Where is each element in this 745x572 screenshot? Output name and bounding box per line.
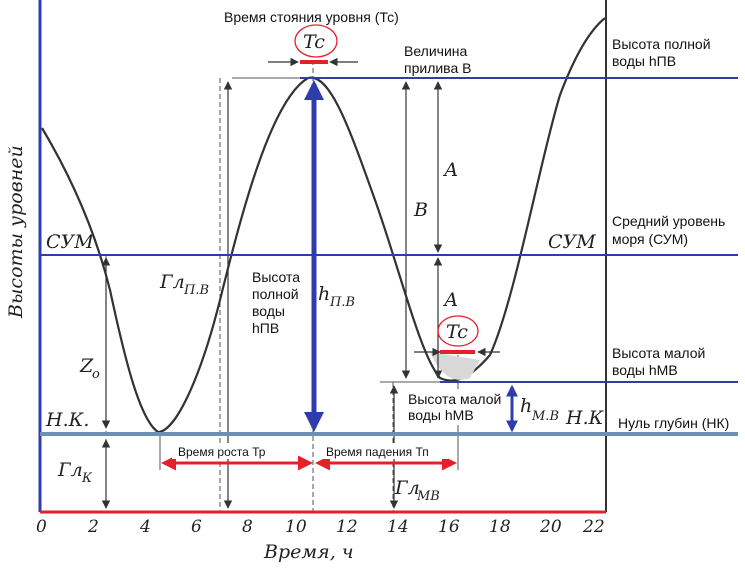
svg-text:МВ: МВ [416, 489, 440, 504]
x-tick-2: 2 [87, 517, 99, 537]
zero-depth-label: Нуль глубин (НК) [618, 415, 729, 431]
mean-level-label1: Средний уровень [612, 213, 725, 229]
x-tick-18: 18 [489, 517, 511, 537]
h-mv-label: h М.В [520, 395, 559, 424]
fall-bg [322, 443, 448, 459]
inner-low-2: воды hМВ [408, 407, 474, 423]
svg-text:h: h [520, 395, 532, 417]
fall-time-label: Время падения Тп [326, 445, 429, 459]
full-water-label1: Высота полной [612, 36, 711, 52]
zo-label: Z о [79, 355, 100, 382]
tc-circle-bottom [437, 315, 479, 347]
low-water-label1: Высота малой [612, 345, 705, 361]
tc-circle-top [294, 24, 338, 58]
tc-symbol-bottom: Tc [446, 321, 468, 343]
b-value-line1: Величина [404, 43, 467, 59]
full-water-label2: воды hПВ [612, 53, 676, 69]
svg-text:П.В: П.В [329, 295, 355, 310]
sum-right: СУМ [548, 231, 596, 253]
x-tick-10: 10 [285, 517, 307, 537]
x-tick-20: 20 [539, 517, 562, 537]
x-tick-22: 22 [582, 517, 605, 537]
inner-full-2: полной [252, 286, 299, 302]
svg-text:h: h [318, 283, 330, 305]
inner-full-4: hПВ [252, 320, 279, 336]
svg-text:П.В: П.В [183, 283, 209, 298]
inner-low-1: Высота малой [408, 391, 501, 407]
inner-full-bg [250, 266, 306, 340]
low-water-label2: воды hМВ [612, 362, 678, 378]
x-ticks: 0 2 4 6 8 10 12 14 16 18 20 22 [36, 517, 605, 537]
x-tick-4: 4 [139, 517, 151, 537]
x-tick-8: 8 [242, 517, 253, 537]
x-tick-16: 16 [438, 517, 460, 537]
svg-text:М.В: М.В [531, 409, 559, 424]
x-tick-14: 14 [387, 517, 409, 537]
x-tick-6: 6 [191, 517, 202, 537]
tide-curve [41, 17, 606, 434]
low-water-shade [430, 352, 480, 380]
nk-right: Н.К [565, 407, 605, 429]
inner-full-3: воды [252, 303, 285, 319]
inner-full-1: Высота [252, 269, 300, 285]
gl-k-label: Гл К [57, 459, 93, 486]
x-tick-12: 12 [336, 517, 358, 537]
tc-title: Время стояния уровня (Тс) [224, 9, 399, 25]
dimension-arrows [101, 57, 500, 509]
svg-text:Z: Z [79, 355, 94, 377]
a-upper-label: А [442, 159, 458, 181]
x-axis-title: Время, ч [263, 541, 354, 563]
x-tick-0: 0 [36, 517, 47, 537]
inner-low-bg [405, 389, 501, 425]
svg-text:К: К [81, 471, 93, 486]
svg-text:Гл: Гл [394, 477, 420, 499]
rise-bg [172, 443, 282, 459]
gl-mv-label: Гл МВ [394, 477, 440, 504]
tc-symbol-top: Tc [303, 31, 325, 53]
rise-time-label: Время роста Тр [178, 445, 266, 459]
b-value-line2: прилива В [404, 60, 471, 76]
y-axis-title: Высоты уровней [5, 145, 27, 319]
gl-pv-label: Гл П.В [159, 271, 209, 298]
mean-level-label2: моря (СУМ) [612, 231, 688, 247]
sum-left: СУМ [46, 231, 94, 253]
b-label: В [413, 199, 428, 221]
svg-text:о: о [92, 367, 100, 382]
svg-text:Гл: Гл [57, 459, 83, 481]
svg-text:Гл: Гл [159, 271, 185, 293]
nk-left: Н.К. [45, 409, 89, 431]
h-pv-label: h П.В [318, 283, 355, 310]
a-lower-label: А [442, 289, 458, 311]
